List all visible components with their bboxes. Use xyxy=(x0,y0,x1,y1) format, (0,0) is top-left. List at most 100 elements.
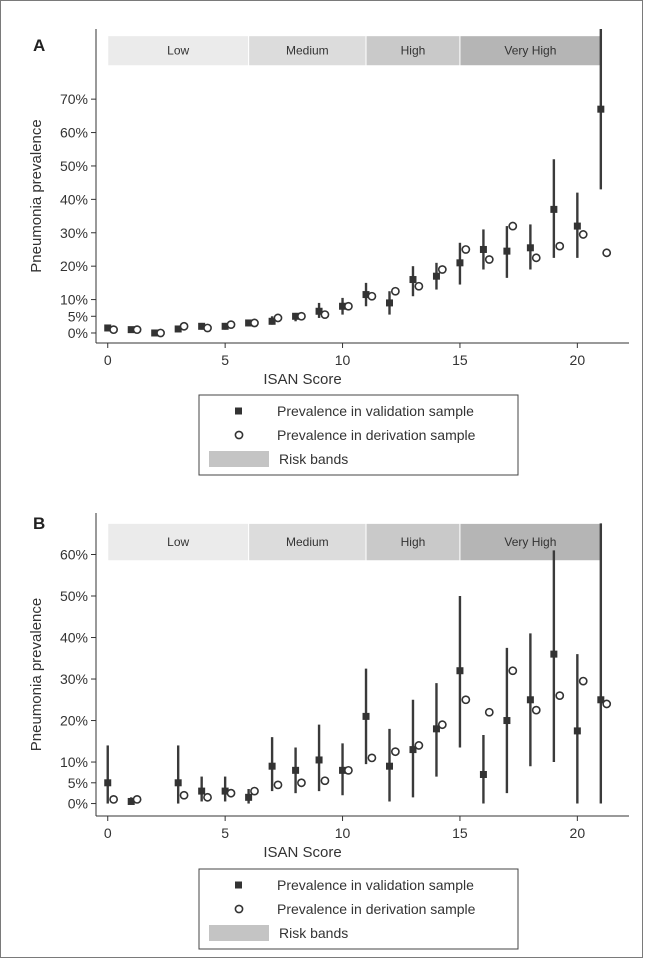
x-axis-title: ISAN Score xyxy=(263,371,341,388)
risk-band-label: Low xyxy=(167,44,189,58)
validation-point xyxy=(315,756,323,764)
x-tick-label: 10 xyxy=(335,352,351,368)
legend-label: Risk bands xyxy=(279,925,348,941)
validation-point xyxy=(456,667,464,675)
y-tick-label: 50% xyxy=(60,588,88,604)
risk-band-label: High xyxy=(401,44,426,58)
y-tick-label: 60% xyxy=(60,125,88,141)
y-tick-label: 10% xyxy=(60,754,88,770)
derivation-point xyxy=(109,794,119,804)
validation-point xyxy=(386,299,394,307)
derivation-point xyxy=(132,325,142,335)
legend-derivation-marker xyxy=(234,430,244,440)
legend-derivation-marker xyxy=(234,904,244,914)
panel-label: A xyxy=(33,36,45,55)
y-tick-label: 5% xyxy=(68,775,88,791)
x-tick-label: 15 xyxy=(452,352,468,368)
derivation-point xyxy=(461,695,471,705)
derivation-point xyxy=(508,221,518,231)
derivation-point xyxy=(602,699,612,709)
y-axis-title: Pneumonia prevalence xyxy=(28,598,45,751)
validation-point xyxy=(432,725,440,733)
validation-point xyxy=(174,325,182,333)
y-tick-label: 40% xyxy=(60,630,88,646)
y-axis-title: Pneumonia prevalence xyxy=(28,119,45,272)
derivation-point xyxy=(602,248,612,258)
derivation-point xyxy=(226,320,236,330)
derivation-point xyxy=(320,310,330,320)
derivation-point xyxy=(461,245,471,254)
derivation-point xyxy=(508,666,518,676)
legend-band-swatch xyxy=(209,451,269,467)
validation-point xyxy=(221,322,229,330)
validation-point xyxy=(104,324,112,332)
risk-band xyxy=(107,35,250,67)
legend-label: Prevalence in derivation sample xyxy=(277,427,476,443)
derivation-point xyxy=(555,691,565,701)
validation-point xyxy=(597,696,605,704)
derivation-point xyxy=(226,788,236,798)
validation-point xyxy=(292,312,300,320)
risk-band-label: High xyxy=(401,535,426,549)
y-tick-label: 60% xyxy=(60,547,88,563)
derivation-point xyxy=(179,321,189,331)
derivation-point xyxy=(320,776,330,786)
derivation-point xyxy=(109,325,119,335)
validation-point xyxy=(409,746,417,754)
derivation-point xyxy=(484,707,494,717)
legend-label: Prevalence in derivation sample xyxy=(277,901,476,917)
legend: Prevalence in validation sample Prevalenc… xyxy=(198,394,519,476)
legend-label: Risk bands xyxy=(279,451,348,467)
derivation-point xyxy=(132,794,142,804)
derivation-point xyxy=(578,676,588,686)
y-tick-label: 0% xyxy=(68,796,88,812)
derivation-point xyxy=(531,705,541,715)
risk-band xyxy=(459,522,602,562)
validation-point xyxy=(339,302,347,310)
risk-band-label: Very High xyxy=(504,535,556,549)
legend-band-swatch xyxy=(209,925,269,941)
validation-point xyxy=(503,717,511,725)
risk-band-label: Medium xyxy=(286,44,329,58)
derivation-point xyxy=(250,318,259,328)
validation-point xyxy=(479,245,487,253)
validation-point xyxy=(245,793,253,801)
validation-point xyxy=(409,276,417,284)
x-axis-title: ISAN Score xyxy=(263,844,341,861)
y-tick-label: 50% xyxy=(60,158,88,174)
panel-label: B xyxy=(33,514,45,533)
validation-point xyxy=(198,787,206,795)
derivation-point xyxy=(203,323,212,333)
validation-point xyxy=(386,762,394,770)
validation-point xyxy=(245,319,253,327)
risk-band xyxy=(107,522,250,562)
derivation-point xyxy=(344,765,353,775)
chart-panel-a: A Low Medium High Very High 0%5%10% 20% 30% 40% 5… xyxy=(28,29,629,476)
derivation-point xyxy=(414,281,424,291)
legend-label: Prevalence in validation sample xyxy=(277,403,474,419)
derivation-point xyxy=(437,720,447,730)
validation-point xyxy=(526,696,534,704)
derivation-point xyxy=(531,253,541,263)
derivation-point xyxy=(179,790,189,800)
validation-point xyxy=(127,797,135,805)
x-tick-label: 0 xyxy=(104,352,112,368)
y-tick-label: 10% xyxy=(60,292,88,308)
derivation-point xyxy=(367,291,377,301)
validation-point xyxy=(174,779,182,787)
validation-point xyxy=(573,727,581,735)
derivation-point xyxy=(390,747,400,757)
validation-point xyxy=(268,762,276,770)
validation-point xyxy=(432,272,440,280)
derivation-point xyxy=(484,255,494,264)
validation-point xyxy=(597,105,605,113)
derivation-point xyxy=(555,241,565,251)
y-tick-label: 0% xyxy=(68,325,88,341)
validation-point xyxy=(456,259,464,267)
validation-point xyxy=(268,317,276,325)
validation-point xyxy=(292,766,300,774)
derivation-point xyxy=(273,313,283,323)
y-tick-label: 30% xyxy=(60,225,88,241)
validation-point xyxy=(503,247,511,255)
